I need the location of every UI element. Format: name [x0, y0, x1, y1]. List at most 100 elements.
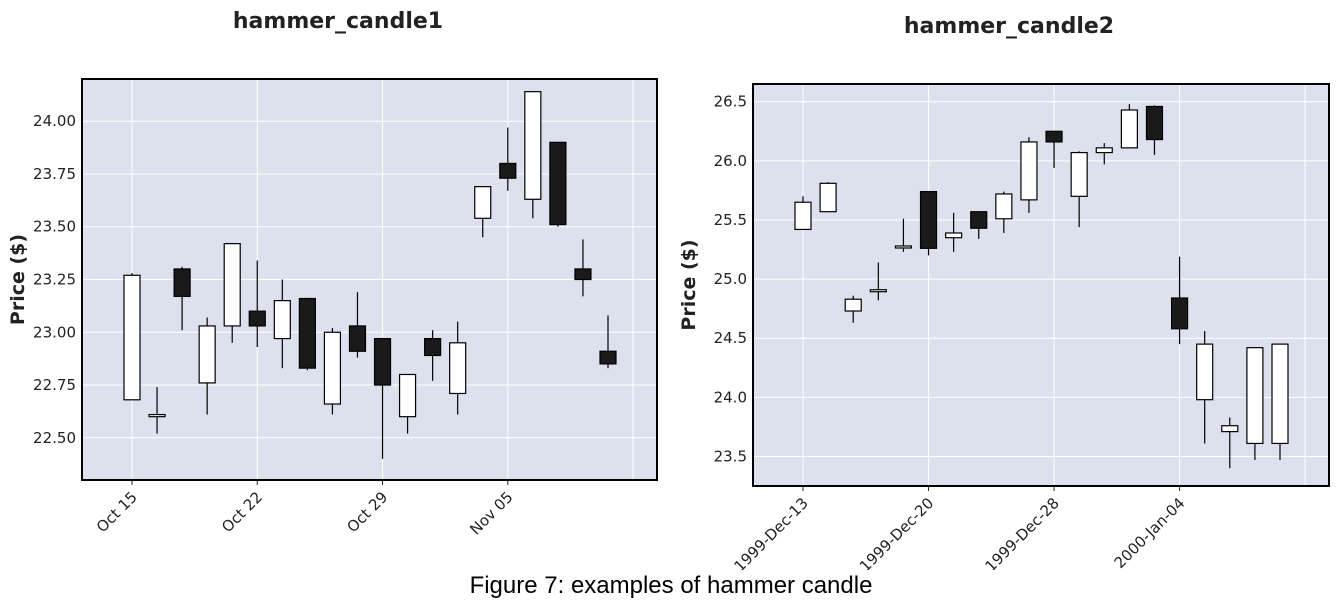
candle-body-up — [819, 182, 837, 213]
candle — [819, 182, 837, 213]
candle-body-down — [424, 337, 442, 357]
candle — [474, 186, 492, 238]
x-tick-label: 1999-Dec-13 — [730, 494, 811, 570]
candle — [599, 315, 617, 369]
candle — [995, 191, 1013, 233]
y-tick-label: 23.50 — [33, 218, 76, 236]
candle — [1246, 347, 1264, 460]
candle-body-down — [298, 297, 316, 369]
candle-body-down — [248, 310, 266, 327]
candle — [524, 91, 542, 219]
candle-body-up — [995, 193, 1013, 220]
candle — [123, 273, 141, 401]
candle-body-up — [1271, 343, 1289, 445]
x-tick-label: 1999-Dec-20 — [856, 494, 937, 570]
candle — [1196, 331, 1214, 444]
candle-body-up — [945, 232, 963, 239]
candle-body-down — [1145, 105, 1164, 141]
y-tick-label: 25.0 — [714, 270, 747, 288]
candle-body-up — [273, 300, 291, 340]
x-tick-label: Oct 29 — [343, 488, 391, 536]
x-tick-label: 2000-Jan-04 — [1111, 494, 1189, 570]
candle — [348, 292, 367, 358]
candle — [373, 337, 392, 459]
candle — [1045, 130, 1063, 168]
figure-caption: Figure 7: examples of hammer candle — [469, 572, 873, 599]
candle-body-up — [223, 243, 241, 327]
chart-hammer-candle2: hammer_candle2 23.5 24.0 24.5 25.0 25.5 26.0 26… — [678, 14, 1330, 570]
candle — [499, 127, 517, 191]
candle — [894, 218, 913, 252]
plot-frame — [81, 78, 658, 481]
candle-body-up — [323, 331, 342, 405]
candle-body-down — [499, 162, 517, 179]
candle — [424, 330, 442, 381]
candle — [223, 243, 241, 343]
x-tick-label: Oct 15 — [93, 488, 141, 536]
y-tick-label: 23.25 — [33, 271, 76, 289]
candle — [173, 266, 191, 331]
candle-body-up — [1070, 151, 1088, 197]
chart-title: hammer_candle2 — [904, 14, 1114, 39]
candle-body-up — [1120, 109, 1138, 149]
x-tick-label: Nov 05 — [466, 488, 516, 538]
candle — [1120, 104, 1138, 149]
candle-body-down — [373, 337, 392, 386]
candle-body-up — [474, 186, 492, 219]
y-axis-label: Price ($) — [7, 234, 29, 325]
candle-body-up — [869, 289, 887, 293]
candle-body-up — [398, 373, 417, 418]
x-tick-label: Oct 22 — [218, 488, 266, 536]
candle-body-up — [844, 298, 862, 312]
y-tick-label: 26.5 — [714, 93, 747, 111]
candle-body-down — [599, 350, 617, 365]
candle-body-up — [894, 245, 913, 249]
chart-title: hammer_candle1 — [233, 9, 443, 34]
candle — [1170, 256, 1189, 345]
candle-body-down — [1170, 297, 1189, 330]
candle — [844, 295, 862, 323]
plot-frame — [752, 83, 1330, 487]
candle — [198, 317, 216, 415]
candle-body-up — [123, 274, 141, 401]
candle — [869, 262, 887, 301]
candle-body-down — [1045, 130, 1063, 143]
candle — [1095, 143, 1113, 165]
candle-body-up — [794, 201, 812, 231]
candle-body-down — [173, 268, 191, 297]
candle-body-down — [574, 268, 592, 281]
candle-body-down — [970, 211, 988, 229]
candle — [945, 212, 963, 252]
candle — [248, 260, 266, 348]
candle-body-down — [919, 190, 938, 249]
candle — [1145, 105, 1164, 155]
y-tick-label: 24.00 — [33, 112, 76, 130]
y-tick-label: 24.0 — [714, 388, 747, 406]
candle — [323, 328, 342, 415]
candle — [148, 387, 166, 434]
candle-body-down — [549, 141, 567, 226]
candle-body-up — [1095, 147, 1113, 154]
candle-body-up — [1196, 343, 1214, 401]
candle — [273, 279, 291, 369]
candle — [449, 321, 467, 415]
candle — [1020, 137, 1038, 213]
candle — [794, 196, 812, 231]
candle — [1070, 151, 1088, 228]
y-tick-label: 22.75 — [33, 376, 76, 394]
y-tick-label: 26.0 — [714, 152, 747, 170]
candle-body-up — [1020, 141, 1038, 201]
candle — [1221, 417, 1239, 469]
candle-body-up — [198, 325, 216, 384]
y-tick-label: 23.5 — [714, 447, 747, 465]
y-tick-label: 22.50 — [33, 429, 76, 447]
plot-area — [753, 84, 1329, 486]
candle — [919, 190, 938, 256]
candle — [298, 297, 316, 371]
candle-body-down — [348, 325, 367, 352]
candle — [1271, 343, 1289, 460]
candle-body-up — [148, 413, 166, 418]
y-tick-label: 24.5 — [714, 329, 747, 347]
candle — [574, 239, 592, 297]
candle — [970, 211, 988, 239]
